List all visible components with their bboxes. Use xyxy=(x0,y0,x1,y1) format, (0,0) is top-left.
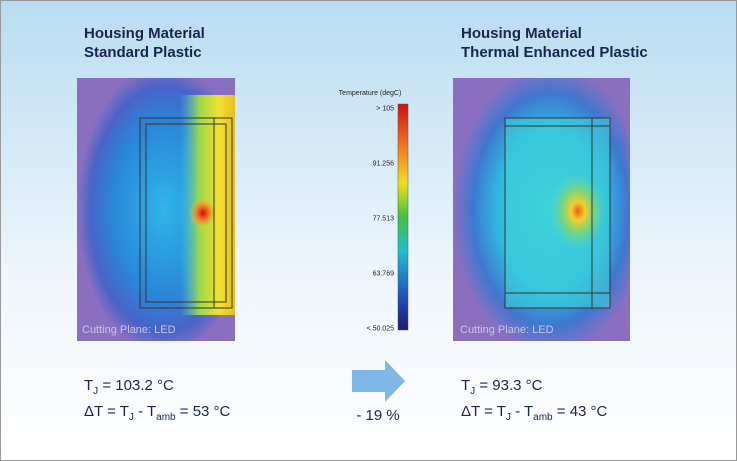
right-title-1: Housing Material xyxy=(461,25,582,42)
left-title-1: Housing Material xyxy=(84,25,205,42)
right-plane-label: Cutting Plane: LED xyxy=(460,324,554,336)
change: - 19 % xyxy=(356,407,399,424)
legend-tick-label: < 50.025 xyxy=(367,326,395,333)
legend-tick-label: 77.513 xyxy=(373,216,395,223)
legend-tick-label: 91.256 xyxy=(373,161,395,168)
legend-title: Temperature (degC) xyxy=(339,90,402,97)
left-heatmap xyxy=(77,78,235,341)
colorbar xyxy=(398,104,408,330)
right-title-2: Thermal Enhanced Plastic xyxy=(461,44,648,61)
left-title-2: Standard Plastic xyxy=(84,44,202,61)
legend-tick-label: 63.769 xyxy=(373,271,395,278)
right-heatmap xyxy=(453,78,630,341)
left-plane-label: Cutting Plane: LED xyxy=(82,324,176,336)
legend-tick-label: > 105 xyxy=(376,106,394,113)
slide: Housing Material Standard Plastic Cuttin… xyxy=(0,0,737,461)
